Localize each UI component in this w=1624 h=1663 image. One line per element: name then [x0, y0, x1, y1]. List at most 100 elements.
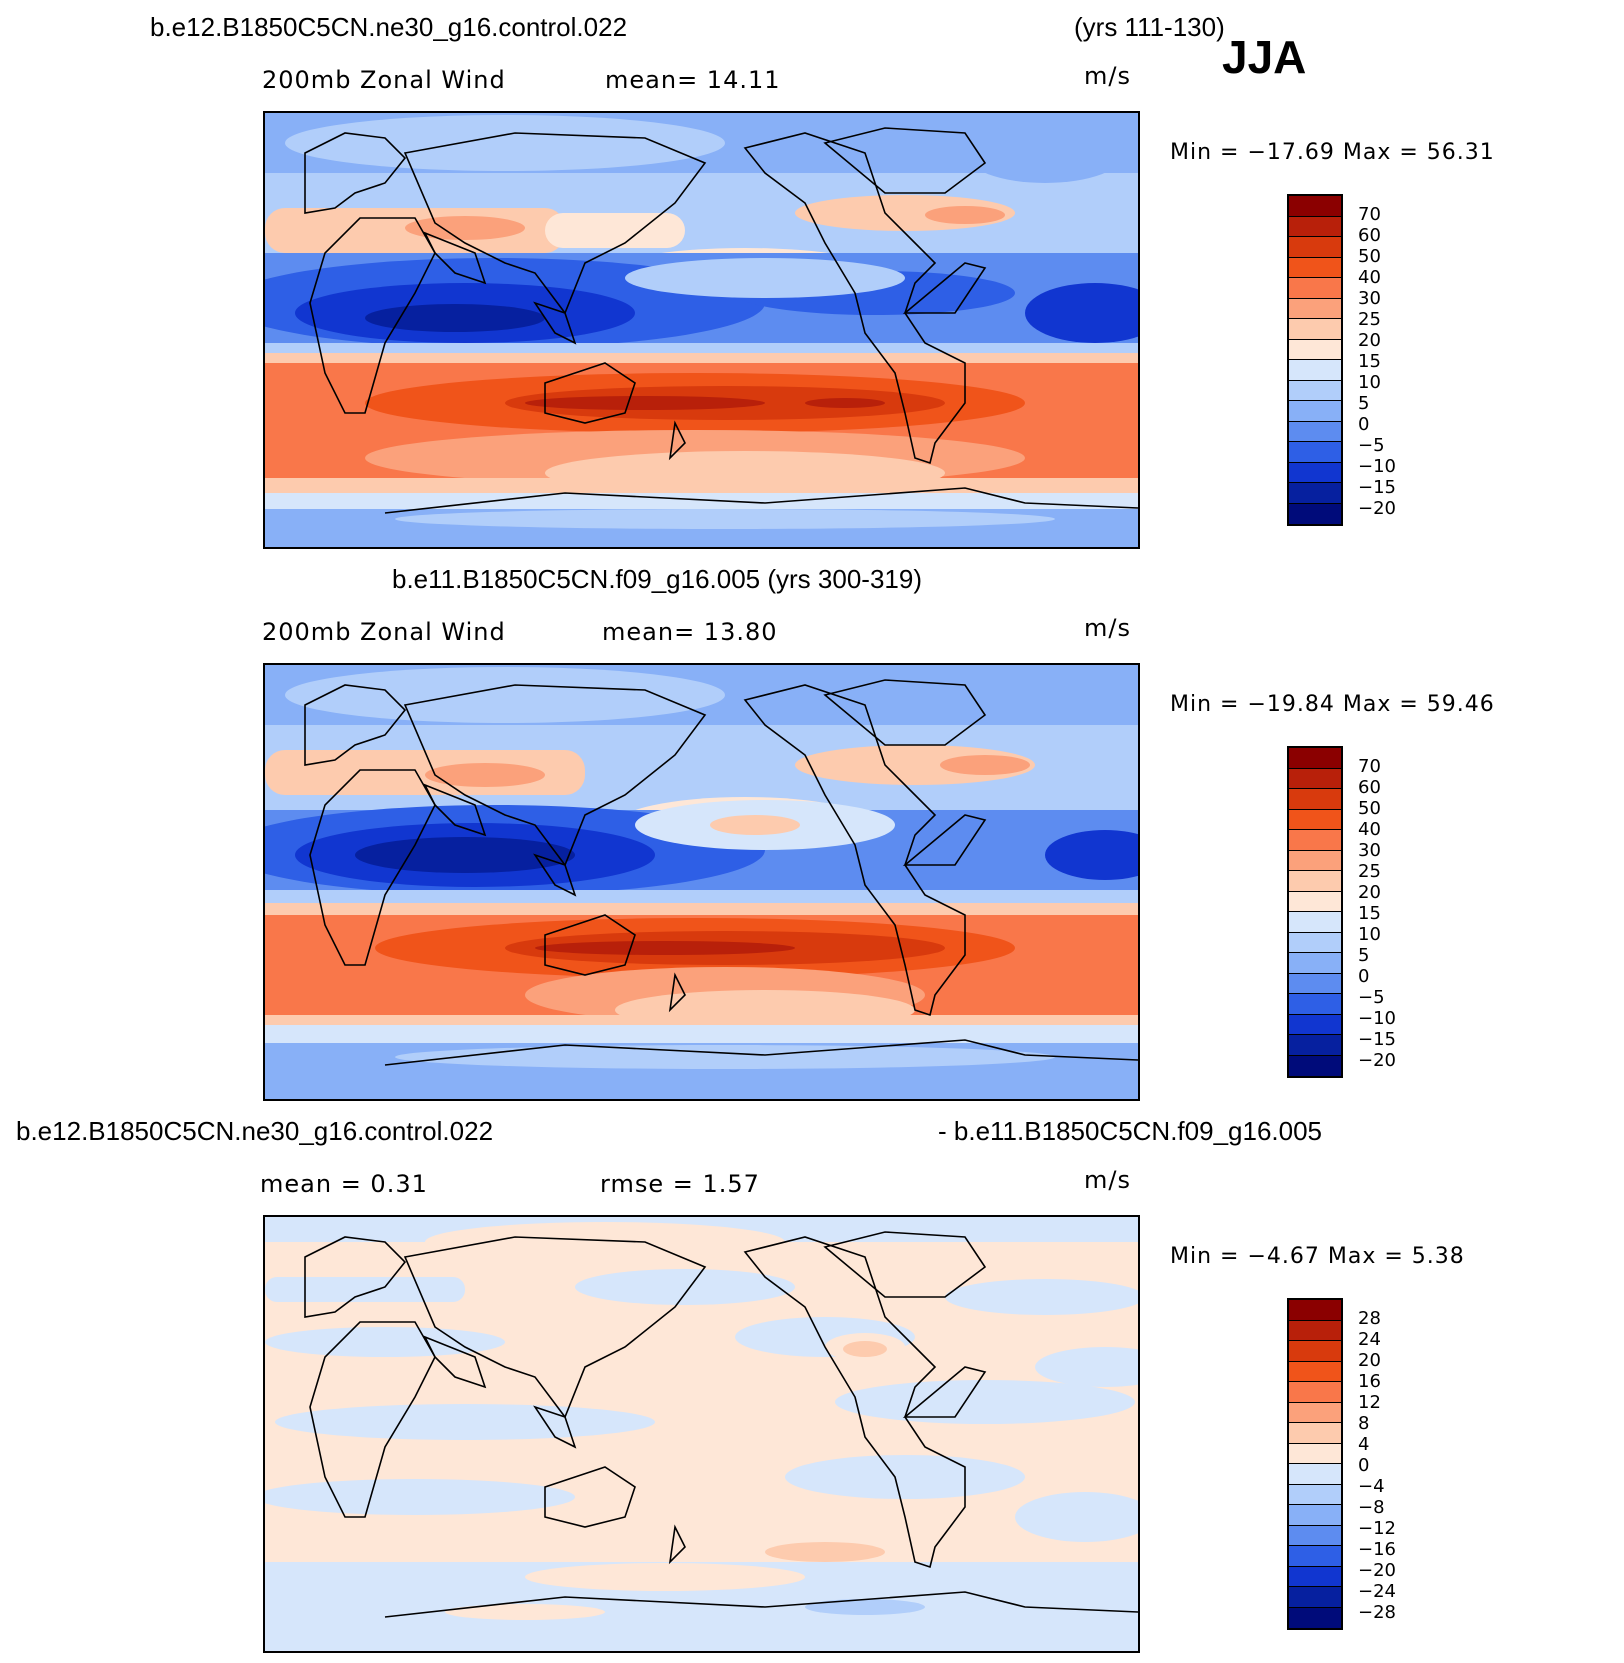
panel1-units: m/s: [1084, 62, 1131, 90]
panel3-colorbar-swatch: [1289, 1607, 1341, 1628]
panel3-map: [263, 1215, 1140, 1653]
colorbar-tick: 40: [1358, 267, 1381, 288]
colorbar-tick: 20: [1358, 882, 1381, 903]
colorbar-tick: 16: [1358, 1371, 1381, 1392]
panel2-variable-label: 200mb Zonal Wind: [262, 618, 506, 646]
panel1-colorbar-swatch: [1289, 442, 1341, 463]
colorbar-tick: −20: [1358, 1560, 1396, 1581]
colorbar-tick: 30: [1358, 840, 1381, 861]
panel1-colorbar-swatch: [1289, 278, 1341, 299]
colorbar-tick: −10: [1358, 1008, 1396, 1029]
colorbar-tick: 8: [1358, 1413, 1370, 1434]
colorbar-tick: 20: [1358, 330, 1381, 351]
panel3-colorbar-swatch: [1289, 1443, 1341, 1464]
panel1-colorbar-swatch: [1289, 339, 1341, 360]
panel1-colorbar-swatch: [1289, 380, 1341, 401]
panel2-minmax: Min = −19.84 Max = 59.46: [1170, 692, 1495, 717]
colorbar-tick: 10: [1358, 372, 1381, 393]
colorbar-tick: 60: [1358, 225, 1381, 246]
panel1-minmax: Min = −17.69 Max = 56.31: [1170, 140, 1495, 165]
panel2-colorbar-swatch: [1289, 994, 1341, 1015]
colorbar-tick: 30: [1358, 288, 1381, 309]
panel1-colorbar-swatch: [1289, 360, 1341, 381]
colorbar-tick: −20: [1358, 498, 1396, 519]
panel3-contour-field: [265, 1217, 1138, 1651]
case-title: b.e12.B1850C5CN.ne30_g16.control.022: [150, 12, 628, 42]
panel1-colorbar-swatch: [1289, 319, 1341, 340]
colorbar-tick: −4: [1358, 1476, 1385, 1497]
panel3-colorbar-swatch: [1289, 1361, 1341, 1382]
colorbar-tick: 28: [1358, 1308, 1381, 1329]
panel3-minmax: Min = −4.67 Max = 5.38: [1170, 1244, 1465, 1269]
panel2-title: b.e11.B1850C5CN.f09_g16.005 (yrs 300-319…: [392, 564, 922, 594]
panel2-map: [263, 663, 1140, 1101]
colorbar-tick: 60: [1358, 777, 1381, 798]
colorbar-tick: 4: [1358, 1434, 1370, 1455]
panel3-colorbar-swatch: [1289, 1505, 1341, 1526]
panel3-colorbar-swatch: [1289, 1341, 1341, 1362]
colorbar-tick: 25: [1358, 861, 1381, 882]
panel2-colorbar-swatch: [1289, 1035, 1341, 1056]
panel2-mean: mean= 13.80: [602, 618, 778, 646]
panel2-colorbar-swatch: [1289, 789, 1341, 810]
panel1-colorbar-swatch: [1289, 298, 1341, 319]
panel2-colorbar-swatch: [1289, 830, 1341, 851]
colorbar-tick: −24: [1358, 1581, 1396, 1602]
panel2-colorbar-swatch: [1289, 891, 1341, 912]
panel2-colorbar-swatch: [1289, 912, 1341, 933]
colorbar-tick: −20: [1358, 1050, 1396, 1071]
panel2-colorbar-swatch: [1289, 932, 1341, 953]
panel3-colorbar-labels: 28 24 20 16 12 8 4 0 −4 −8 −12 −16 −20 −…: [1358, 1298, 1418, 1633]
panel1-colorbar-swatch: [1289, 237, 1341, 258]
colorbar-tick: 15: [1358, 351, 1381, 372]
panel3-mean: mean = 0.31: [260, 1170, 428, 1198]
panel3-colorbar-swatch: [1289, 1320, 1341, 1341]
colorbar-tick: −10: [1358, 456, 1396, 477]
colorbar-tick: 0: [1358, 966, 1370, 987]
panel3-title-right: - b.e11.B1850C5CN.f09_g16.005: [938, 1116, 1323, 1146]
colorbar-tick: −15: [1358, 477, 1396, 498]
colorbar-tick: 0: [1358, 1455, 1370, 1476]
panel3-colorbar-swatch: [1289, 1525, 1341, 1546]
panel1-variable-label: 200mb Zonal Wind: [262, 66, 506, 94]
panel1-colorbar-swatch: [1289, 257, 1341, 278]
panel1-colorbar-swatch: [1289, 401, 1341, 422]
colorbar-tick: 70: [1358, 756, 1381, 777]
panel3-colorbar-swatch: [1289, 1423, 1341, 1444]
panel1-colorbar-swatch: [1289, 462, 1341, 483]
colorbar-tick: 5: [1358, 393, 1370, 414]
colorbar-tick: −15: [1358, 1029, 1396, 1050]
colorbar-tick: 24: [1358, 1329, 1381, 1350]
panel3-colorbar-swatch: [1289, 1484, 1341, 1505]
season-label: JJA: [1222, 31, 1307, 83]
panel3-units: m/s: [1084, 1166, 1131, 1194]
panel1-colorbar-swatch: [1289, 483, 1341, 504]
panel1-colorbar-swatch: [1289, 196, 1341, 217]
colorbar-tick: −5: [1358, 435, 1385, 456]
panel2-colorbar-swatch: [1289, 1014, 1341, 1035]
case-years: (yrs 111-130): [1074, 12, 1225, 42]
panel2-colorbar-swatch: [1289, 748, 1341, 769]
panel3-colorbar-swatch: [1289, 1402, 1341, 1423]
panel1-colorbar-swatch: [1289, 503, 1341, 524]
colorbar-tick: 12: [1358, 1392, 1381, 1413]
colorbar-tick: 5: [1358, 945, 1370, 966]
panel2-colorbar: [1287, 746, 1343, 1078]
colorbar-tick: 40: [1358, 819, 1381, 840]
panel3-colorbar-swatch: [1289, 1382, 1341, 1403]
colorbar-tick: 20: [1358, 1350, 1381, 1371]
panel2-contour-field: [265, 665, 1138, 1099]
panel2-colorbar-swatch: [1289, 973, 1341, 994]
colorbar-tick: 15: [1358, 903, 1381, 924]
panel1-colorbar-labels: 70 60 50 40 30 25 20 15 10 5 0 −5 −10 −1…: [1358, 194, 1418, 529]
colorbar-tick: −12: [1358, 1518, 1396, 1539]
panel2-colorbar-swatch: [1289, 809, 1341, 830]
panel2-colorbar-swatch: [1289, 1055, 1341, 1076]
panel3-colorbar-swatch: [1289, 1546, 1341, 1567]
panel2-colorbar-swatch: [1289, 871, 1341, 892]
panel2-colorbar-labels: 70 60 50 40 30 25 20 15 10 5 0 −5 −10 −1…: [1358, 746, 1418, 1081]
panel2-colorbar-swatch: [1289, 953, 1341, 974]
panel1-colorbar: [1287, 194, 1343, 526]
panel1-colorbar-swatch: [1289, 216, 1341, 237]
colorbar-tick: 25: [1358, 309, 1381, 330]
